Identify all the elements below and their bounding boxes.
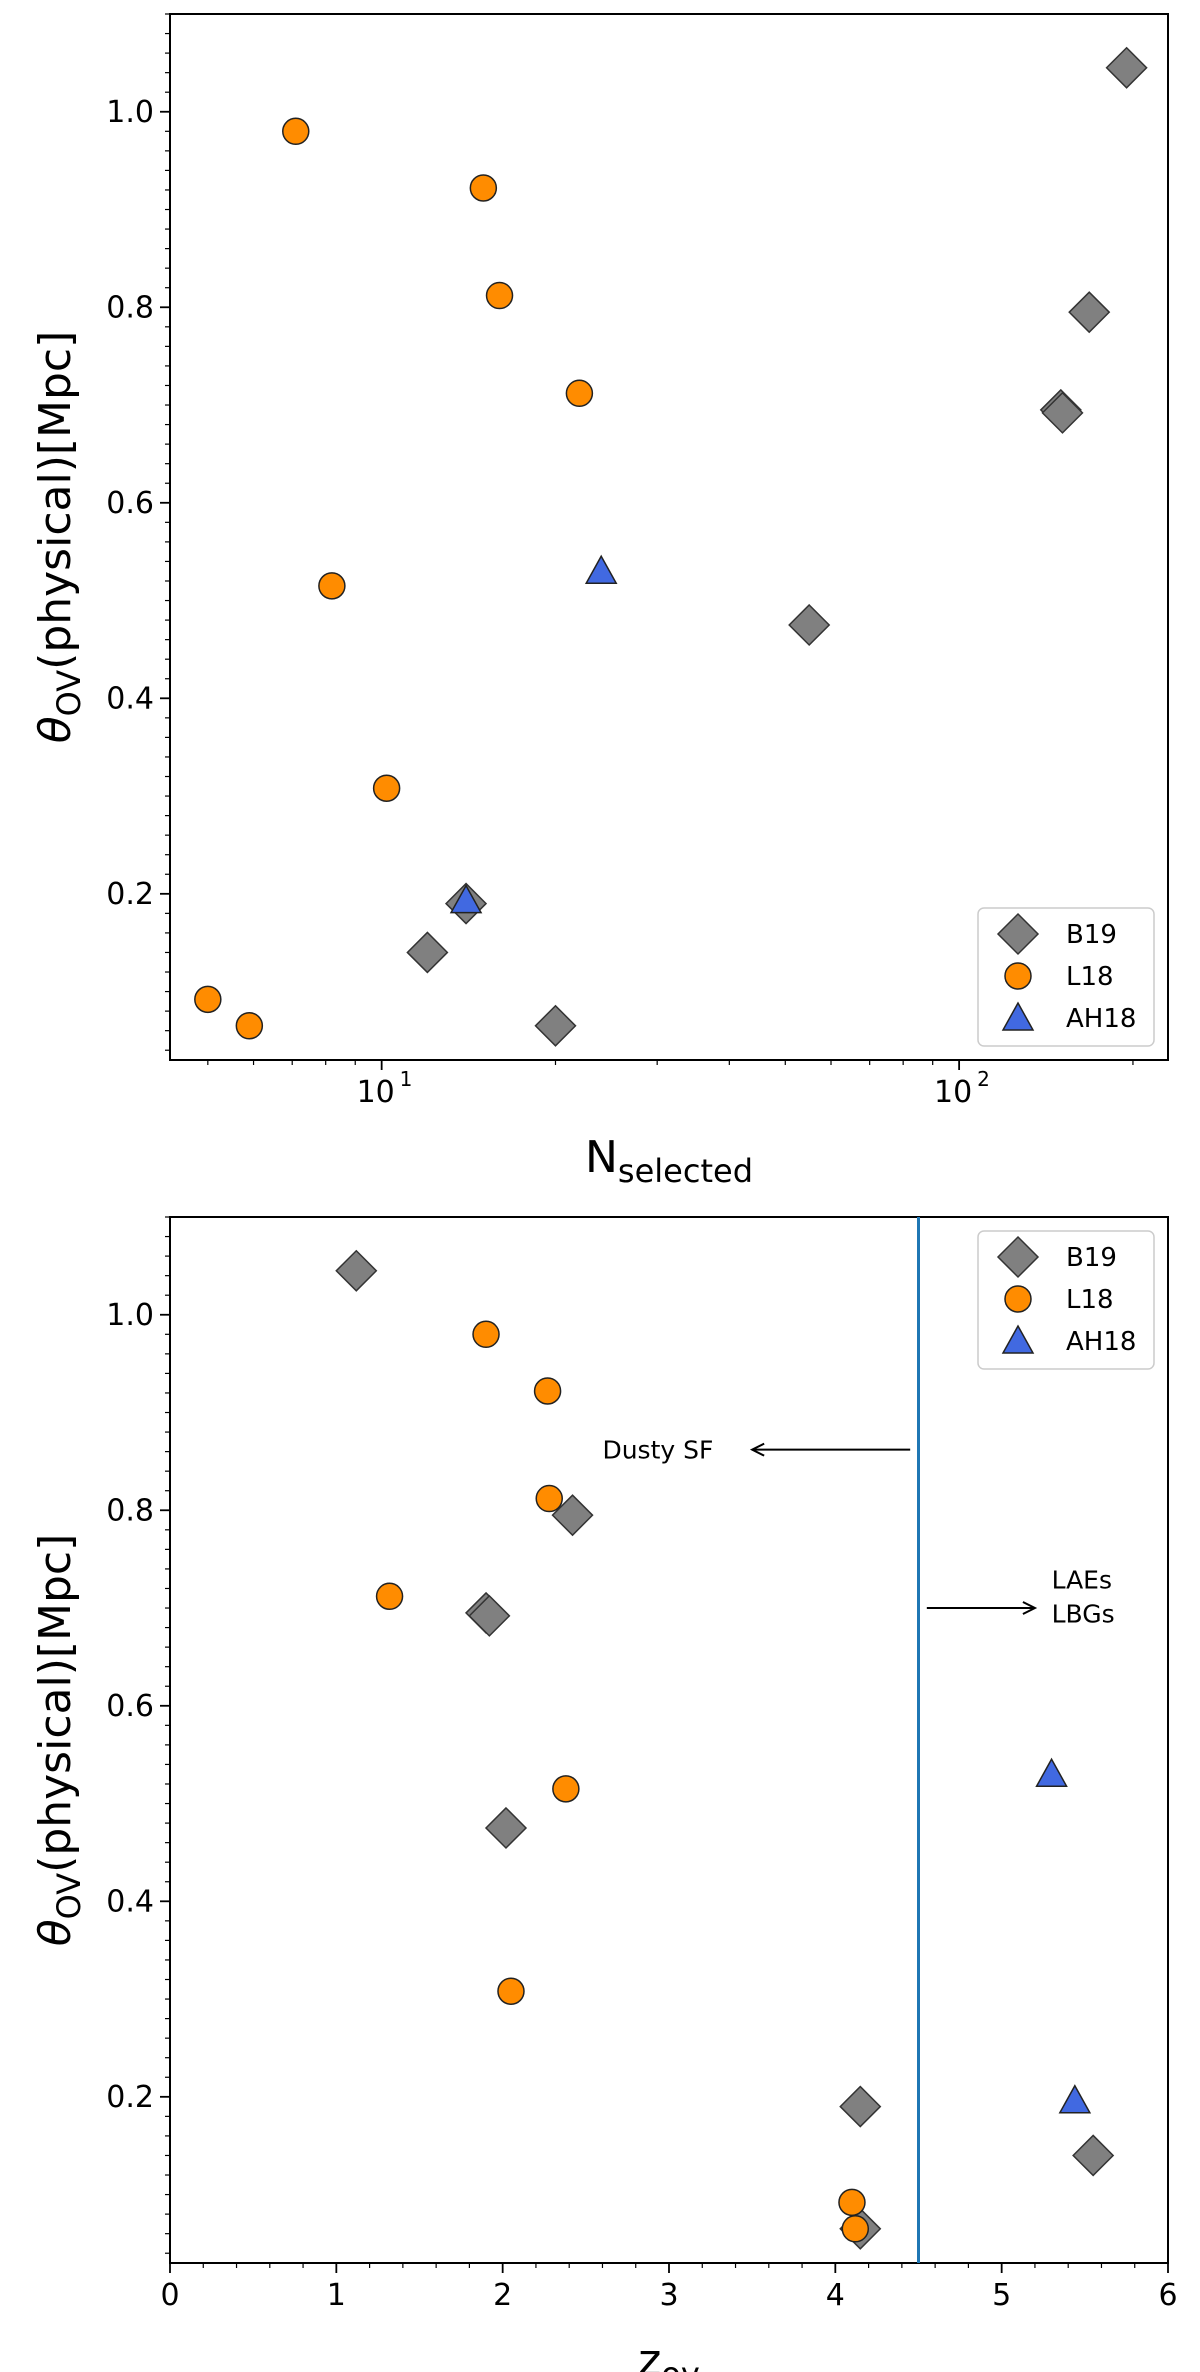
y-tick-label: 0.8 [106,1493,154,1528]
data-point-l18 [375,1582,404,1611]
x-tick-label: 2 [493,2278,512,2313]
data-point-ah18 [584,554,618,584]
data-point-l18 [565,379,594,408]
legend-marker-b19 [996,912,1040,956]
data-point-ah18 [1035,1757,1068,1787]
legend-marker-l18 [1004,1285,1032,1313]
data-point-l18 [533,1377,562,1405]
x-axis-label-sub: ov [661,2355,700,2372]
x-tick-label: 5 [992,2278,1011,2313]
x-axis-label-main: N [585,1132,618,1183]
data-point-l18 [472,1320,500,1349]
data-point-b19 [788,603,831,647]
data-point-l18 [235,1012,264,1040]
legend-marker-ah18 [1001,1324,1035,1354]
annotation-arrow-head [749,1442,765,1457]
y-axis-label-greek: θ [30,1919,81,1946]
y-axis-label-rest: (physical)[Mpc] [30,1534,81,1873]
x-tick-label: 6 [1158,2278,1177,2313]
y-tick-label: 0.2 [106,877,154,912]
data-point-b19 [1105,46,1148,89]
legend-label: L18 [1066,1285,1114,1315]
x-axis-label: zov [638,2335,700,2372]
y-tick-label: 0.6 [106,1689,154,1724]
data-point-b19 [839,2085,882,2128]
legend-label: B19 [1066,920,1117,950]
axes-frame [169,13,1169,1061]
annotation-text: Dusty SF [602,1436,713,1465]
legend-marker-ah18 [1001,1001,1035,1031]
data-point-l18 [318,572,346,600]
top-scatter-panel: 0.20.40.60.81.010 1 10 2NselectedθOV(physic… [30,13,1169,1190]
y-axis-label-sub: OV [50,670,88,717]
y-tick-label: 0.8 [106,290,154,325]
x-tick-exponent-1: 1 [400,1067,413,1091]
data-point-b19 [406,931,449,974]
y-tick-label: 0.4 [106,681,154,716]
legend-label: B19 [1066,1243,1117,1273]
x-tick-exponent-2: 2 [977,1067,990,1091]
data-point-b19 [484,1806,528,1850]
x-tick-label: 0 [160,2278,179,2313]
x-tick-label-10: 10 [357,1075,395,1110]
data-point-b19 [1072,2134,1115,2177]
annotation-text: LAEs [1052,1565,1112,1594]
data-point-l18 [194,985,222,1014]
bottom-scatter-panel: 0.2 0.4 0.6 0.8 1.0 0 1 2 3 4 5 6 zov θOV(physical)[M… [30,1216,1178,2372]
data-point-l18 [469,174,498,202]
y-tick-label: 0.2 [106,2080,154,2115]
data-point-b19 [335,1249,378,1292]
data-point-l18 [497,1977,525,2005]
data-point-l18 [282,117,310,146]
data-point-ah18 [449,884,483,914]
data-point-b19 [551,1494,594,1537]
y-tick-label: 1.0 [106,1298,154,1333]
data-point-ah18 [1058,2084,1092,2114]
data-point-b19 [1041,391,1084,434]
legend-label: AH18 [1066,1327,1136,1357]
data-point-l18 [841,2215,870,2243]
x-tick-label-100: 10 [934,1075,972,1110]
x-axis-label-sub: selected [618,1152,753,1190]
annotation-text: LBGs [1052,1600,1115,1629]
x-axis-label-main: z [638,2335,661,2372]
data-point-b19 [534,1004,577,1047]
x-tick-label: 1 [327,2278,346,2313]
data-point-l18 [485,281,514,310]
y-axis-label: θOV(physical)[Mpc] [30,331,88,744]
x-axis-label: Nselected [585,1132,753,1190]
legend-marker-l18 [1004,962,1032,990]
legend-label: AH18 [1066,1004,1136,1034]
data-point-l18 [838,2188,866,2217]
data-point-b19 [468,1594,511,1637]
legend-marker-b19 [996,1235,1040,1279]
x-tick-label: 4 [826,2278,845,2313]
x-tick-label: 3 [659,2278,678,2313]
annotation-arrow-head [1022,1601,1038,1615]
data-point-l18 [552,1775,580,1803]
y-tick-label: 0.6 [106,486,154,521]
y-axis-label-sub: OV [50,1873,88,1920]
y-tick-label: 0.4 [106,1884,154,1919]
y-axis-label: θOV(physical)[Mpc] [30,1534,88,1947]
data-point-l18 [372,774,401,802]
y-tick-label: 1.0 [106,95,154,130]
y-axis-label-greek: θ [30,716,81,743]
legend-label: L18 [1066,962,1114,992]
data-point-b19 [1068,291,1111,334]
y-axis-label-rest: (physical)[Mpc] [30,331,81,670]
data-point-l18 [535,1484,563,1513]
